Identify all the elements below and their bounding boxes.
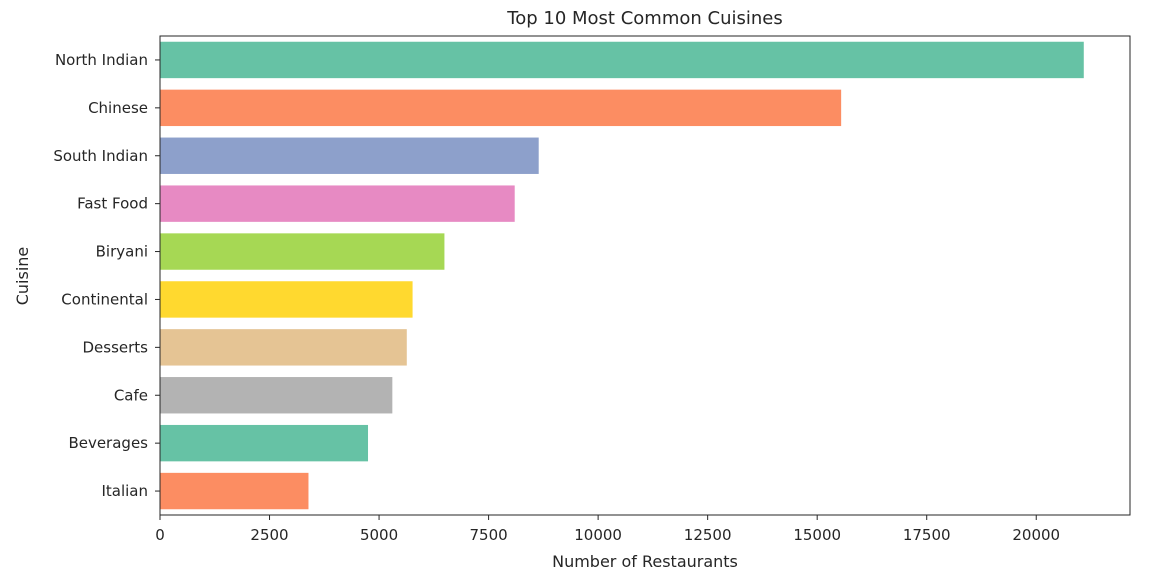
bar-fast-food xyxy=(160,185,515,222)
bar-continental xyxy=(160,281,413,318)
y-tick-label: Desserts xyxy=(82,338,148,356)
y-tick-label: North Indian xyxy=(55,51,148,69)
y-tick-label: Continental xyxy=(61,290,148,308)
x-tick-label: 10000 xyxy=(574,526,622,544)
x-tick-label: 2500 xyxy=(250,526,288,544)
bar-biryani xyxy=(160,233,445,270)
y-tick-label: Biryani xyxy=(96,243,148,261)
x-tick-label: 12500 xyxy=(684,526,732,544)
bar-italian xyxy=(160,472,309,510)
y-tick-label: Chinese xyxy=(88,99,148,117)
bar-desserts xyxy=(160,329,407,366)
bar-cafe xyxy=(160,377,393,414)
y-tick-label: Italian xyxy=(101,482,148,500)
x-tick-label: 17500 xyxy=(903,526,951,544)
y-tick-label: South Indian xyxy=(53,147,148,165)
plot-frame xyxy=(159,35,1131,516)
x-tick-label: 0 xyxy=(155,526,165,544)
bars-layer xyxy=(160,41,1084,510)
x-tick-label: 15000 xyxy=(793,526,841,544)
x-tick-label: 7500 xyxy=(469,526,507,544)
chart-title: Top 10 Most Common Cuisines xyxy=(506,8,782,29)
y-tick-label: Cafe xyxy=(114,386,148,404)
y-tick-label: Beverages xyxy=(68,434,148,452)
x-axis-ticks: 0 2500 5000 7500 10000 12500 15000 17500 20000 xyxy=(155,515,1060,544)
y-axis-label: Cuisine xyxy=(13,247,32,306)
bar-south-indian xyxy=(160,137,539,174)
x-tick-label: 20000 xyxy=(1012,526,1060,544)
bar-chinese xyxy=(160,89,842,127)
y-tick-label: Fast Food xyxy=(77,195,148,213)
x-axis-label: Number of Restaurants xyxy=(552,552,738,571)
x-tick-label: 5000 xyxy=(360,526,398,544)
bar-north-indian xyxy=(160,41,1084,79)
y-axis-ticks: North Indian Chinese South Indian Fast Food… xyxy=(53,51,160,500)
bar-beverages xyxy=(160,424,369,462)
